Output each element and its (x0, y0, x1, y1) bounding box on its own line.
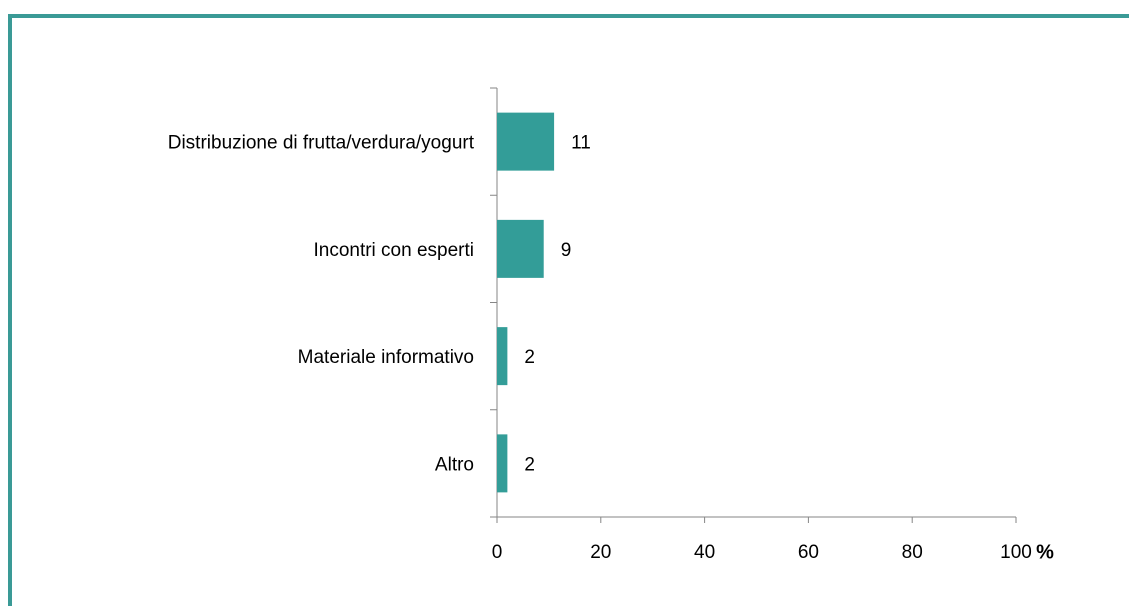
bar (497, 434, 508, 493)
y-tick-label: Incontri con esperti (313, 240, 474, 261)
value-label: 2 (524, 347, 535, 368)
x-tick-label: 0 (492, 542, 503, 563)
value-label: 11 (571, 133, 591, 154)
bar (497, 327, 508, 386)
x-tick-label: 100 (1000, 542, 1032, 563)
x-axis-label: % (1036, 541, 1054, 563)
y-tick-label: Distribuzione di frutta/verdura/yogurt (168, 133, 475, 154)
x-tick-label: 60 (798, 542, 819, 563)
bar (497, 219, 544, 278)
value-label: 9 (561, 240, 572, 261)
value-label: 2 (524, 454, 535, 475)
bar (497, 112, 555, 171)
y-tick-label: Altro (435, 454, 474, 475)
x-tick-label: 80 (902, 542, 923, 563)
y-tick-label: Materiale informativo (298, 347, 474, 368)
x-tick-label: 20 (590, 542, 611, 563)
x-tick-label: 40 (694, 542, 715, 563)
